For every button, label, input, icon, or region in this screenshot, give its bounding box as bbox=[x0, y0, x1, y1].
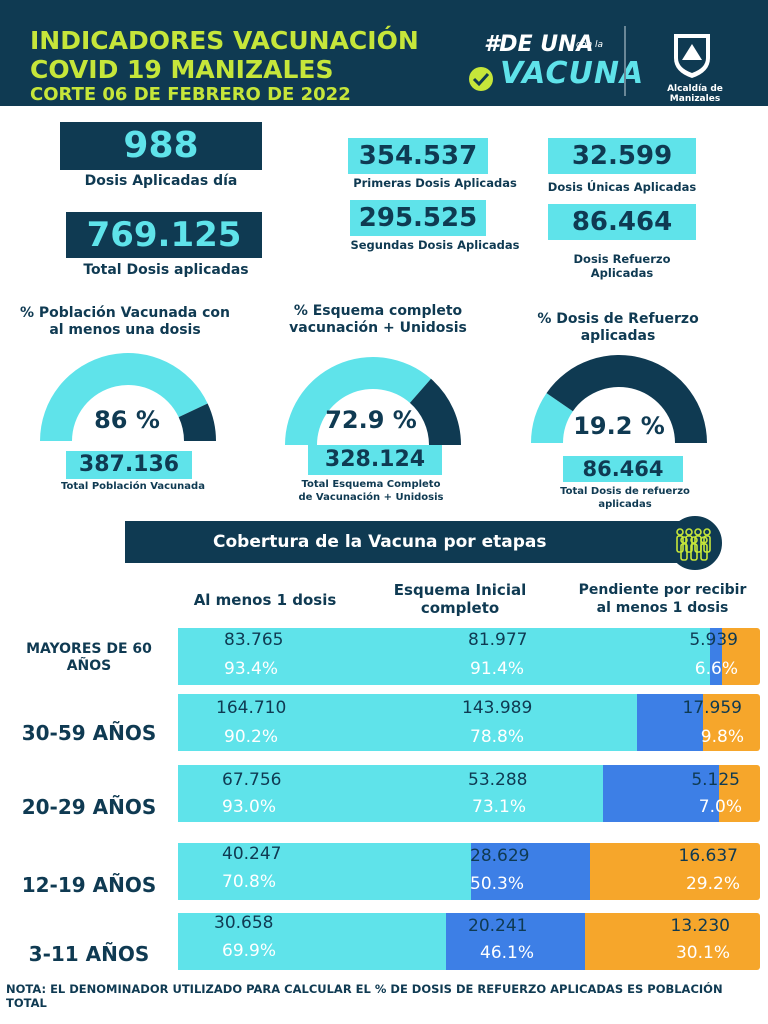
gauge2-title: % Esquema completo vacunación + Unidosis bbox=[289, 303, 467, 336]
cell-esquema: 28.629 bbox=[470, 846, 530, 866]
cell-esquema: 20.241 bbox=[468, 916, 528, 936]
bar-dosis1 bbox=[178, 628, 710, 685]
page-date: CORTE 06 DE FEBRERO DE 2022 bbox=[30, 84, 351, 105]
checkmark-icon bbox=[469, 67, 493, 91]
etapa-row: 30.658 69.9% 20.241 46.1% 13.230 30.1% bbox=[178, 913, 760, 970]
coat-of-arms-icon bbox=[674, 34, 710, 78]
gauge1-percent: 86 % bbox=[94, 406, 160, 434]
dosis-dia-label: Dosis Aplicadas día bbox=[84, 173, 238, 189]
cell-pendiente: 5.939 bbox=[689, 630, 738, 650]
page-title-line2: COVID 19 MANIZALES bbox=[30, 55, 334, 84]
dosis-dia-value: 988 bbox=[60, 122, 262, 170]
footnote: NOTA: EL DENOMINADOR UTILIZADO PARA CALC… bbox=[6, 982, 723, 1010]
bar-dosis1 bbox=[178, 913, 446, 970]
primeras-dosis-value: 354.537 bbox=[348, 138, 488, 174]
cell-esquema: 53.288 bbox=[468, 770, 528, 790]
refuerzo-dosis-value: 86.464 bbox=[548, 204, 696, 240]
gauge2-percent: 72.9 % bbox=[325, 406, 417, 434]
cell-dosis1: 164.710 bbox=[216, 698, 287, 718]
etapa-row: 67.756 93.0% 53.288 73.1% 5.125 7.0% bbox=[178, 765, 760, 822]
cell-pendiente: 5.125 bbox=[691, 770, 740, 790]
campaign-vacuna: VACUNA bbox=[500, 56, 645, 91]
unicas-dosis-label: Dosis Únicas Aplicadas bbox=[547, 180, 697, 194]
row-label-3-11: 3-11 AÑOS bbox=[28, 942, 150, 966]
header-divider bbox=[624, 26, 626, 96]
total-dosis-label: Total Dosis aplicadas bbox=[83, 262, 249, 278]
gauge-fill bbox=[40, 353, 208, 441]
etapa-row: 40.247 70.8% 28.629 50.3% 16.637 29.2% bbox=[178, 843, 760, 900]
gauge1-value: 387.136 bbox=[66, 451, 192, 479]
cell-esquema-pct: 50.3% bbox=[470, 874, 525, 894]
gauge3-chart bbox=[531, 355, 707, 443]
cell-pendiente: 17.959 bbox=[682, 698, 742, 718]
cell-dosis1-pct: 93.4% bbox=[224, 659, 279, 679]
org-name: Alcaldía de Manizales bbox=[667, 84, 723, 104]
cell-dosis1-pct: 90.2% bbox=[224, 727, 279, 747]
cell-dosis1: 30.658 bbox=[214, 913, 274, 933]
column-header-esquema: Esquema Inicial completo bbox=[393, 581, 527, 617]
people-icon bbox=[668, 516, 722, 570]
column-header-pendiente: Pendiente por recibir al menos 1 dosis bbox=[578, 582, 747, 616]
cell-pendiente: 16.637 bbox=[678, 846, 738, 866]
cell-esquema-pct: 78.8% bbox=[470, 727, 525, 747]
gauge-remainder bbox=[546, 355, 707, 443]
cell-dosis1: 67.756 bbox=[222, 770, 282, 790]
refuerzo-dosis-label: Dosis Refuerzo Aplicadas bbox=[573, 252, 671, 280]
row-label-12-19: 12-19 AÑOS bbox=[21, 873, 157, 897]
cell-pendiente-pct: 9.8% bbox=[700, 727, 744, 747]
gauge2-value: 328.124 bbox=[308, 445, 442, 475]
cell-esquema-pct: 73.1% bbox=[472, 797, 527, 817]
cell-pendiente-pct: 30.1% bbox=[675, 943, 730, 963]
gauge2-caption: Total Esquema Completo de Vacunación + Un… bbox=[298, 479, 444, 503]
campaign-hashtag: #DE UNA bbox=[484, 32, 594, 57]
cell-esquema: 81.977 bbox=[468, 630, 528, 650]
etapa-row: 83.765 93.4% 81.977 91.4% 5.939 6.6% bbox=[178, 628, 760, 685]
unicas-dosis-value: 32.599 bbox=[548, 138, 696, 174]
bar-dosis1 bbox=[178, 694, 637, 751]
page-title: INDICADORES VACUNACIÓN bbox=[30, 26, 419, 55]
cell-pendiente-pct: 7.0% bbox=[698, 797, 742, 817]
gauge-fill bbox=[285, 357, 431, 445]
cell-esquema: 143.989 bbox=[462, 698, 533, 718]
etapas-title: Cobertura de la Vacuna por etapas bbox=[125, 521, 713, 563]
cell-pendiente-pct: 29.2% bbox=[685, 874, 740, 894]
bar-dosis1 bbox=[178, 843, 471, 900]
total-dosis-value: 769.125 bbox=[66, 212, 262, 258]
cell-dosis1-pct: 70.8% bbox=[222, 872, 277, 892]
cell-pendiente-pct: 6.6% bbox=[694, 659, 738, 679]
etapa-row: 164.710 90.2% 143.989 78.8% 17.959 9.8% bbox=[178, 694, 760, 751]
campaign-conla: con la bbox=[576, 40, 604, 50]
gauge-remainder bbox=[409, 378, 461, 445]
cell-pendiente: 13.230 bbox=[670, 916, 730, 936]
gauge1-caption: Total Población Vacunada bbox=[61, 481, 205, 492]
bar-dosis1 bbox=[178, 765, 603, 822]
row-label-30-59: 30-59 AÑOS bbox=[21, 721, 157, 745]
segundas-dosis-label: Segundas Dosis Aplicadas bbox=[350, 238, 520, 252]
gauge1-chart bbox=[40, 353, 216, 441]
segundas-dosis-value: 295.525 bbox=[350, 200, 486, 236]
gauge2-chart bbox=[285, 357, 461, 445]
gauge-fill bbox=[531, 393, 573, 443]
cell-dosis1-pct: 93.0% bbox=[222, 797, 277, 817]
cell-esquema-pct: 46.1% bbox=[480, 943, 535, 963]
row-label-60: MAYORES DE 60 AÑOS bbox=[26, 641, 152, 674]
gauge3-title: % Dosis de Refuerzo aplicadas bbox=[537, 311, 699, 344]
header-banner bbox=[0, 0, 768, 106]
cell-dosis1: 40.247 bbox=[222, 844, 282, 864]
row-label-20-29: 20-29 AÑOS bbox=[21, 795, 157, 819]
cell-dosis1-pct: 69.9% bbox=[222, 941, 277, 961]
cell-esquema-pct: 91.4% bbox=[470, 659, 525, 679]
column-header-dosis1: Al menos 1 dosis bbox=[193, 591, 337, 609]
gauge1-title: % Población Vacunada con al menos una dos… bbox=[19, 305, 231, 338]
gauge3-percent: 19.2 % bbox=[573, 412, 665, 440]
primeras-dosis-label: Primeras Dosis Aplicadas bbox=[353, 176, 517, 190]
cell-dosis1: 83.765 bbox=[224, 630, 284, 650]
gauge3-value: 86.464 bbox=[563, 456, 683, 482]
gauge-remainder bbox=[178, 403, 216, 441]
gauge3-caption: Total Dosis de refuerzo aplicadas bbox=[560, 486, 690, 510]
